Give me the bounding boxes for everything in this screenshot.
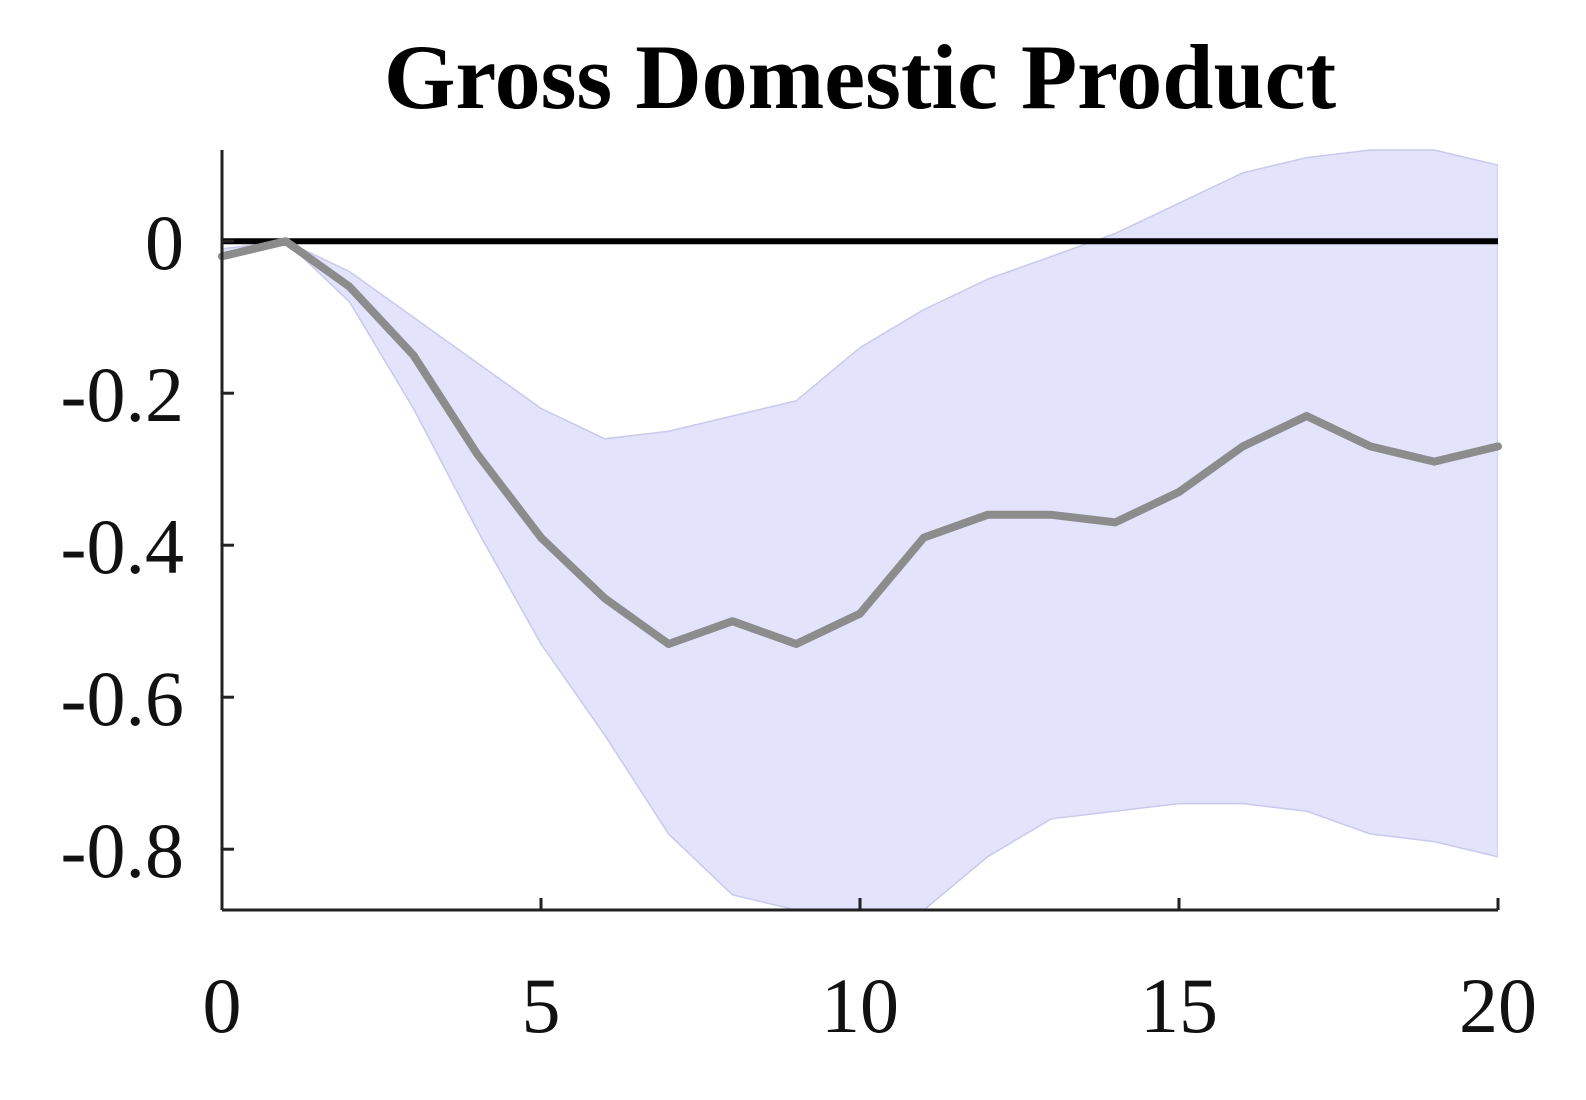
x-tick-label: 0 <box>203 962 242 1049</box>
confidence-band <box>222 149 1498 910</box>
chart-title: Gross Domestic Product <box>384 26 1337 128</box>
x-tick-label: 15 <box>1140 962 1218 1049</box>
plot-area <box>218 149 1502 910</box>
y-tick-label: -0.8 <box>61 807 184 894</box>
x-tick-label: 5 <box>522 962 561 1049</box>
axes: 0 5 10 15 20 0 -0.2 -0.4 -0.6 -0.8 <box>61 150 1537 1049</box>
y-tick-label: -0.2 <box>61 351 184 438</box>
y-tick-label: -0.4 <box>61 503 184 590</box>
y-tick-label: -0.6 <box>61 655 184 742</box>
x-ticks: 0 5 10 15 20 <box>203 898 1537 1049</box>
x-tick-label: 20 <box>1459 962 1537 1049</box>
y-ticks: 0 -0.2 -0.4 -0.6 -0.8 <box>61 199 234 894</box>
median-line <box>218 237 1502 648</box>
y-tick-label: 0 <box>145 199 184 286</box>
x-tick-label: 10 <box>821 962 899 1049</box>
